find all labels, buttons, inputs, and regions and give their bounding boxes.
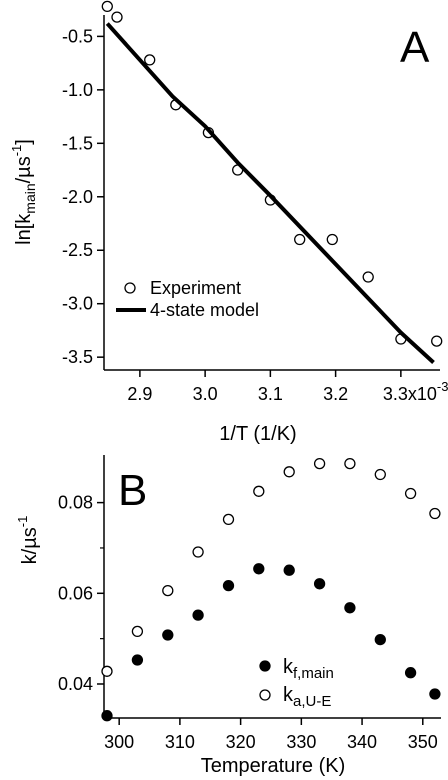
legend-ka-ue-marker [259, 689, 271, 701]
x-tick-label: 350 [408, 732, 438, 752]
open-data-point [362, 271, 374, 283]
x-tick-label: 3.0 [193, 384, 218, 404]
y-tick-label: -3.0 [62, 294, 93, 314]
open-data-point [222, 513, 235, 526]
open-data-point [431, 335, 443, 347]
legend-ka-ue-label: ka,U-E [283, 684, 331, 710]
legend-model-label: 4-state model [150, 300, 259, 320]
filled-data-point [344, 602, 356, 614]
legend-ka-base: k [283, 684, 294, 706]
filled-data-point [253, 563, 265, 575]
filled-data-point [131, 654, 144, 666]
y-tick-label: -2.5 [62, 240, 93, 260]
legend-kf-subscript: f,main [293, 665, 334, 682]
y-label-end: ] [13, 139, 35, 145]
open-data-point [294, 233, 306, 246]
open-data-point [162, 584, 174, 597]
filled-data-point [404, 667, 417, 679]
panel-a-axes: 2.9 3.0 3.1 3.2 3.3x10-3 -0.5 -1.0 -1.5 -2.0 -2.5… [62, 15, 448, 404]
x-tick-label-text: 3.3x10 [383, 384, 437, 404]
filled-data-point [192, 609, 204, 621]
open-data-point [404, 487, 417, 500]
y-tick-label: 0.08 [58, 493, 93, 513]
legend-kf-main-label: kf,main [283, 656, 334, 682]
open-data-point [144, 54, 156, 66]
legend-kf-base: k [283, 656, 294, 678]
filled-data-point [162, 629, 174, 641]
panel-a-x-axis-label: 1/T (1/K) [219, 423, 296, 445]
panel-a: A 2.9 3.0 3.1 3.2 3.3x10-3 -0.5 -1.0 -1.5 -2.0 -2… [9, 0, 448, 445]
open-data-point [101, 665, 113, 677]
open-data-point [326, 233, 338, 246]
x-tick-label: 340 [347, 732, 377, 752]
y-label-subscript: main [22, 183, 38, 213]
y-label-superscript: -1 [15, 516, 30, 528]
y-label-unit: /µs [13, 156, 35, 183]
model-line [105, 22, 435, 364]
legend-experiment-marker [124, 282, 136, 294]
y-tick-label: 0.06 [58, 583, 93, 603]
panel-a-marks [101, 0, 443, 364]
open-data-point [313, 457, 326, 470]
open-data-point [111, 11, 123, 23]
filled-data-point [374, 633, 386, 646]
open-data-point [429, 507, 441, 520]
y-tick-label: -2.0 [62, 187, 93, 207]
open-data-point [344, 457, 356, 470]
x-tick-label: 300 [104, 732, 134, 752]
x-axis-exponent: -3 [437, 379, 448, 394]
open-data-point [101, 0, 113, 13]
x-tick-label: 310 [165, 732, 195, 752]
filled-data-point [313, 578, 326, 590]
open-data-point [131, 625, 144, 638]
x-tick-label: 2.9 [127, 384, 152, 404]
x-tick-label: 3.2 [323, 384, 348, 404]
x-tick-label: 320 [226, 732, 256, 752]
legend-kf-main-marker [259, 660, 271, 672]
y-tick-label: -1.5 [62, 133, 93, 153]
open-data-point [253, 485, 265, 497]
x-tick-label: 330 [286, 732, 316, 752]
x-tick-label: 3.3x10-3 [383, 379, 448, 404]
filled-data-point [429, 688, 441, 700]
panel-label-a: A [400, 23, 430, 72]
panel-b-axes: 300 310 320 330 340 350 0.04 0.06 0.08 [58, 455, 441, 752]
x-tick-label: 3.1 [258, 384, 283, 404]
panel-b-x-axis-label: Temperature (K) [201, 755, 346, 777]
panel-b-y-axis-label: k/µs-1 [15, 516, 41, 565]
panel-a-y-axis-label: ln[kmain/µs-1] [9, 139, 38, 245]
y-tick-label: -0.5 [62, 26, 93, 46]
open-data-point [283, 466, 295, 478]
legend-experiment-label: Experiment [150, 278, 241, 298]
filled-data-point [101, 710, 113, 722]
y-tick-label: -1.0 [62, 80, 93, 100]
y-tick-label: -3.5 [62, 347, 93, 367]
panel-b-marks [101, 457, 441, 722]
open-data-point [374, 468, 386, 481]
filled-data-point [222, 579, 235, 592]
y-label-base: k/µs [19, 527, 41, 564]
filled-data-point [283, 564, 295, 576]
open-data-point [192, 546, 204, 558]
panel-label-b: B [118, 466, 147, 515]
y-tick-label: 0.04 [58, 674, 93, 694]
y-label-superscript: -1 [9, 145, 24, 157]
legend-ka-subscript: a,U-E [293, 693, 331, 710]
panel-b: B 300 310 320 330 340 350 0.04 0.06 0.08 Tempera… [15, 455, 441, 777]
y-label-base: ln[k [13, 213, 35, 245]
